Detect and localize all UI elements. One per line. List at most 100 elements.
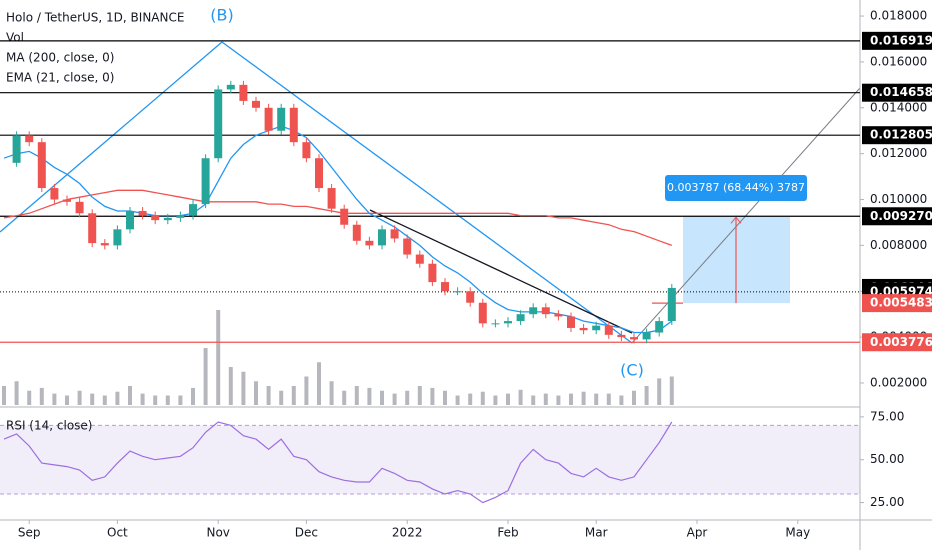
volume-bar [417, 386, 422, 405]
indicator-line [3, 189, 673, 247]
candle-body [516, 314, 525, 322]
measure-label-bg [665, 175, 807, 201]
volume-bar [657, 378, 662, 405]
volume-bar [317, 362, 321, 405]
level-label-bg [862, 207, 932, 226]
volume-bar [77, 390, 82, 405]
arrow-head [730, 216, 742, 224]
x-tick-label: Dec [295, 526, 318, 540]
volume-bar [178, 395, 183, 405]
volume-bar [266, 386, 271, 405]
y-tick-label: 0.016000 [870, 54, 927, 68]
candle-body [302, 142, 311, 159]
candle-body [138, 210, 147, 216]
x-tick-label: Mar [585, 526, 608, 540]
candle-body [466, 291, 475, 303]
volume-bar [506, 393, 510, 405]
volume-bar [203, 348, 208, 405]
candle-body [554, 314, 563, 317]
candle-body [504, 321, 512, 324]
candle-body [567, 316, 575, 328]
x-tick-label: Sep [18, 526, 41, 540]
candle-body [378, 229, 386, 246]
volume-bar [354, 386, 359, 405]
candle-body [189, 204, 197, 216]
candle-body [113, 229, 122, 246]
volume-bar [65, 395, 69, 405]
measure-label: 0.003787 (68.44%) 3787 [667, 181, 805, 194]
x-tick-label: Nov [206, 526, 229, 540]
candle-body [88, 213, 97, 244]
candle-body [201, 158, 210, 205]
volume-bar [128, 386, 132, 405]
y-tick-label: 0.010000 [870, 192, 927, 206]
volume-bar [405, 390, 410, 405]
candle-body [75, 201, 84, 214]
candle-body [642, 332, 651, 340]
volume-bar [2, 386, 6, 405]
volume-bar [380, 390, 384, 405]
volume-bar [443, 390, 447, 405]
drawing-layer [0, 216, 860, 495]
y-tick-label: 0.008000 [870, 238, 927, 252]
volume-bar [493, 395, 498, 405]
annotation: (C) [620, 361, 644, 380]
annotation: (B) [210, 6, 233, 25]
volume-bar [115, 391, 120, 405]
candle-body [25, 135, 34, 143]
candle-body [126, 210, 134, 230]
volume-bar [480, 391, 485, 405]
trend-line [369, 209, 633, 334]
level-label-bg [862, 333, 932, 352]
x-tick-label: Feb [497, 526, 518, 540]
x-tick-label: 2022 [392, 526, 423, 540]
candle-body [277, 107, 286, 131]
candle-body [655, 321, 664, 333]
rsi-line [3, 421, 673, 504]
level-label: 0.003776 [870, 335, 932, 349]
legend-entry: EMA (21, close, 0) [6, 71, 114, 85]
level-label: 0.009270 [870, 209, 932, 223]
level-label-bg [862, 126, 932, 145]
x-tick-label: May [785, 526, 810, 540]
volume-bar [455, 395, 460, 405]
volume-bar [39, 387, 44, 405]
candle-body [214, 89, 223, 159]
volume-bar [228, 367, 233, 405]
candle-body [315, 158, 323, 189]
level-label-bg [862, 83, 932, 102]
candle-body [529, 307, 538, 315]
candle-body [226, 84, 235, 90]
volume-bar [102, 395, 107, 405]
level-label-bg [862, 294, 932, 313]
candle-body [428, 263, 437, 283]
volume-bar [619, 395, 624, 405]
trend-line [0, 41, 223, 233]
candle-body [453, 291, 462, 293]
volume-bar [468, 393, 473, 405]
candle-body [37, 142, 46, 189]
y-tick-label: 0.002000 [870, 375, 927, 389]
candle-body [163, 217, 172, 221]
volume-bar [367, 387, 372, 405]
candle-body [441, 282, 449, 292]
volume-bar [606, 393, 611, 405]
volume-bar [581, 391, 586, 405]
legend-entry: RSI (14, close) [6, 419, 92, 433]
candle-body [352, 224, 361, 241]
volume-bar [556, 395, 561, 405]
candle-body [63, 199, 71, 202]
y-tick-label: 50.00 [870, 452, 904, 466]
candle-body [630, 337, 638, 340]
candle-body [50, 188, 59, 200]
level-label: 0.012805 [870, 128, 932, 142]
candle-body [415, 254, 424, 264]
level-label: 0.016919 [870, 33, 932, 47]
volume-bar [153, 395, 158, 405]
candle-body [151, 215, 160, 221]
volume-bar [52, 393, 57, 405]
volume-bar [191, 387, 195, 405]
y-tick-label: 25.00 [870, 495, 904, 509]
volume-bar [632, 390, 636, 405]
